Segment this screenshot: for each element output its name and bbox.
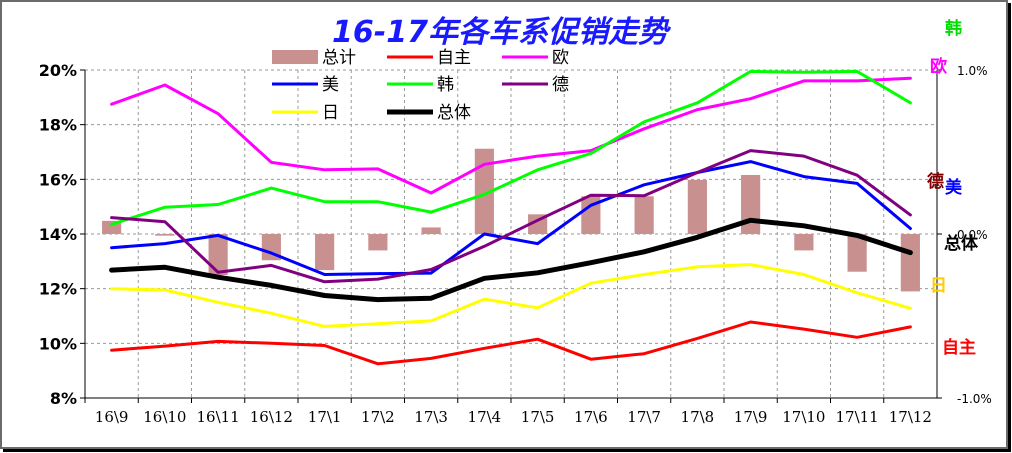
y-left-tick-label: 20%	[39, 61, 77, 80]
y-left-tick-label: 8%	[50, 389, 77, 408]
x-tick-label: 17\5	[521, 408, 555, 426]
x-tick-label: 16\12	[250, 408, 293, 426]
y-left-tick-label: 12%	[39, 280, 77, 299]
x-tick-label: 17\2	[361, 408, 395, 426]
y-left-tick-label: 18%	[39, 116, 77, 135]
bar-total-9	[581, 196, 601, 234]
y-right-tick-label: 0.0%	[957, 228, 988, 242]
bar-total-2	[208, 234, 228, 275]
legend-label-5: 日	[322, 103, 339, 123]
bar-total-5	[368, 234, 388, 251]
x-tick-label: 17\7	[627, 408, 661, 426]
x-tick-label: 17\8	[681, 408, 715, 426]
legend-label-4: 德	[552, 75, 569, 95]
x-tick-label: 16\9	[95, 408, 129, 426]
x-tick-label: 17\3	[414, 408, 448, 426]
x-tick-label: 16\10	[143, 408, 186, 426]
bar-total-12	[741, 174, 761, 234]
x-tick-label: 17\6	[574, 408, 608, 426]
end-label-2: 德	[927, 171, 944, 192]
end-label-0: 韩	[945, 18, 962, 39]
series-line-1	[110, 76, 912, 195]
legend-label-3: 韩	[437, 75, 454, 95]
y-right-tick-label: 1.0%	[957, 64, 988, 78]
series-line-2	[110, 160, 912, 276]
bar-total-1	[155, 234, 175, 236]
end-label-1: 欧	[930, 56, 947, 77]
series-line-3	[110, 69, 912, 226]
series-line-0	[110, 320, 912, 366]
bar-total-13	[794, 234, 814, 251]
series-line-5	[110, 263, 912, 328]
x-tick-label: 17\12	[889, 408, 932, 426]
legend-label-1: 欧	[552, 48, 569, 68]
series-line-4	[110, 149, 912, 284]
x-tick-label: 16\11	[197, 408, 240, 426]
end-label-6: 自主	[942, 337, 976, 358]
y-left-tick-label: 10%	[39, 334, 77, 353]
end-label-5: 日	[930, 276, 947, 296]
legend-label-total: 总计	[322, 48, 356, 68]
legend-label-6: 总体	[437, 103, 471, 123]
chart-title: 16-17年各车系促销走势	[332, 15, 672, 50]
bar-total-6	[421, 227, 441, 234]
x-tick-label: 17\4	[468, 408, 502, 426]
x-tick-label: 17\11	[836, 408, 879, 426]
y-right-tick-label: -1.0%	[957, 392, 992, 406]
line-series-group	[109, 69, 913, 366]
legend-label-2: 美	[322, 75, 339, 95]
bar-total-7	[474, 148, 494, 234]
legend: 总计 自主 欧美 韩 德日 总体	[272, 48, 569, 123]
end-label-4: 总体	[944, 233, 979, 254]
bar-total-10	[634, 196, 654, 234]
x-tick-label: 17\9	[734, 408, 768, 426]
bar-total-4	[315, 234, 335, 271]
y-left-tick-label: 16%	[39, 170, 77, 189]
end-label-3: 美	[945, 177, 963, 198]
x-tick-label: 17\10	[782, 408, 825, 426]
legend-swatch-total	[272, 50, 318, 64]
x-tick-label: 17\1	[308, 408, 342, 426]
axes: 8% 10% 12% 14% 16% 18% 20% -1.0% 0.0% 1.0% 16\9 16\…	[39, 61, 992, 426]
series-line-6	[109, 217, 913, 303]
y-left-tick-label: 14%	[39, 225, 77, 244]
bar-total-14	[847, 234, 867, 272]
bar-total-15	[900, 234, 920, 292]
bar-total-11	[687, 179, 707, 234]
legend-label-0: 自主	[437, 48, 471, 68]
